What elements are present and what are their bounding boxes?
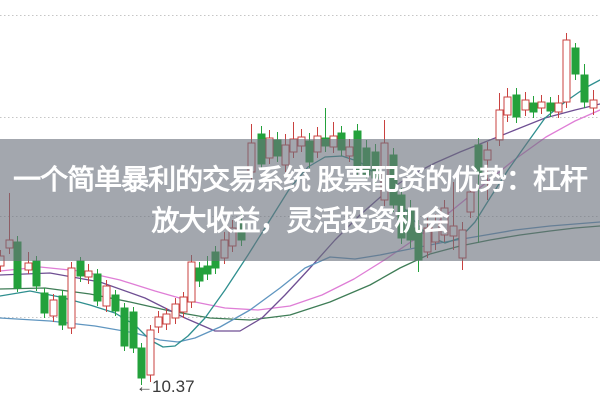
candle-body (120, 307, 129, 347)
candle-body (195, 267, 204, 282)
candle-body (111, 294, 120, 312)
left-arrow-icon: ← (136, 377, 153, 396)
candle-body (93, 273, 102, 302)
candle-body (521, 99, 530, 111)
title-overlay-band: 一个简单暴利的交易系统 股票配资的优势：杠杆 放大收益，灵活投资机会 (0, 139, 600, 261)
candle-body (546, 102, 555, 112)
candle-body (589, 99, 598, 109)
overlay-title-line1: 一个简单暴利的交易系统 股票配资的优势：杠杆 (13, 164, 588, 195)
candle-body (76, 260, 85, 277)
candle-body (580, 74, 589, 103)
candle-body (24, 262, 33, 271)
candle-body (171, 303, 180, 319)
candle-body (562, 39, 571, 103)
candle-body (40, 292, 49, 314)
candle-body (179, 296, 188, 313)
candle-body (146, 329, 155, 376)
candle-body (571, 47, 580, 75)
candle-body (537, 101, 546, 109)
candle-body (503, 96, 512, 116)
candle-body (102, 285, 111, 307)
candle-body (529, 102, 538, 113)
candle-body (84, 270, 93, 278)
candle-body (137, 347, 146, 379)
candle-body (129, 311, 138, 349)
candle-body (512, 94, 521, 118)
candle-body (154, 316, 163, 328)
candle-body (58, 295, 67, 326)
candle-body (162, 313, 171, 325)
candle-body (49, 299, 58, 317)
candle-body (554, 102, 563, 113)
low-price-label: 10.37 (152, 377, 195, 396)
candle-body (32, 260, 41, 287)
candle-body (187, 261, 196, 303)
low-price-annotation: ← 10.37 (136, 378, 195, 396)
overlay-title-line2: 放大收益，灵活投资机会 (151, 205, 449, 236)
candle-body (495, 109, 504, 141)
candle-body (203, 265, 212, 275)
candle-body (67, 267, 76, 329)
